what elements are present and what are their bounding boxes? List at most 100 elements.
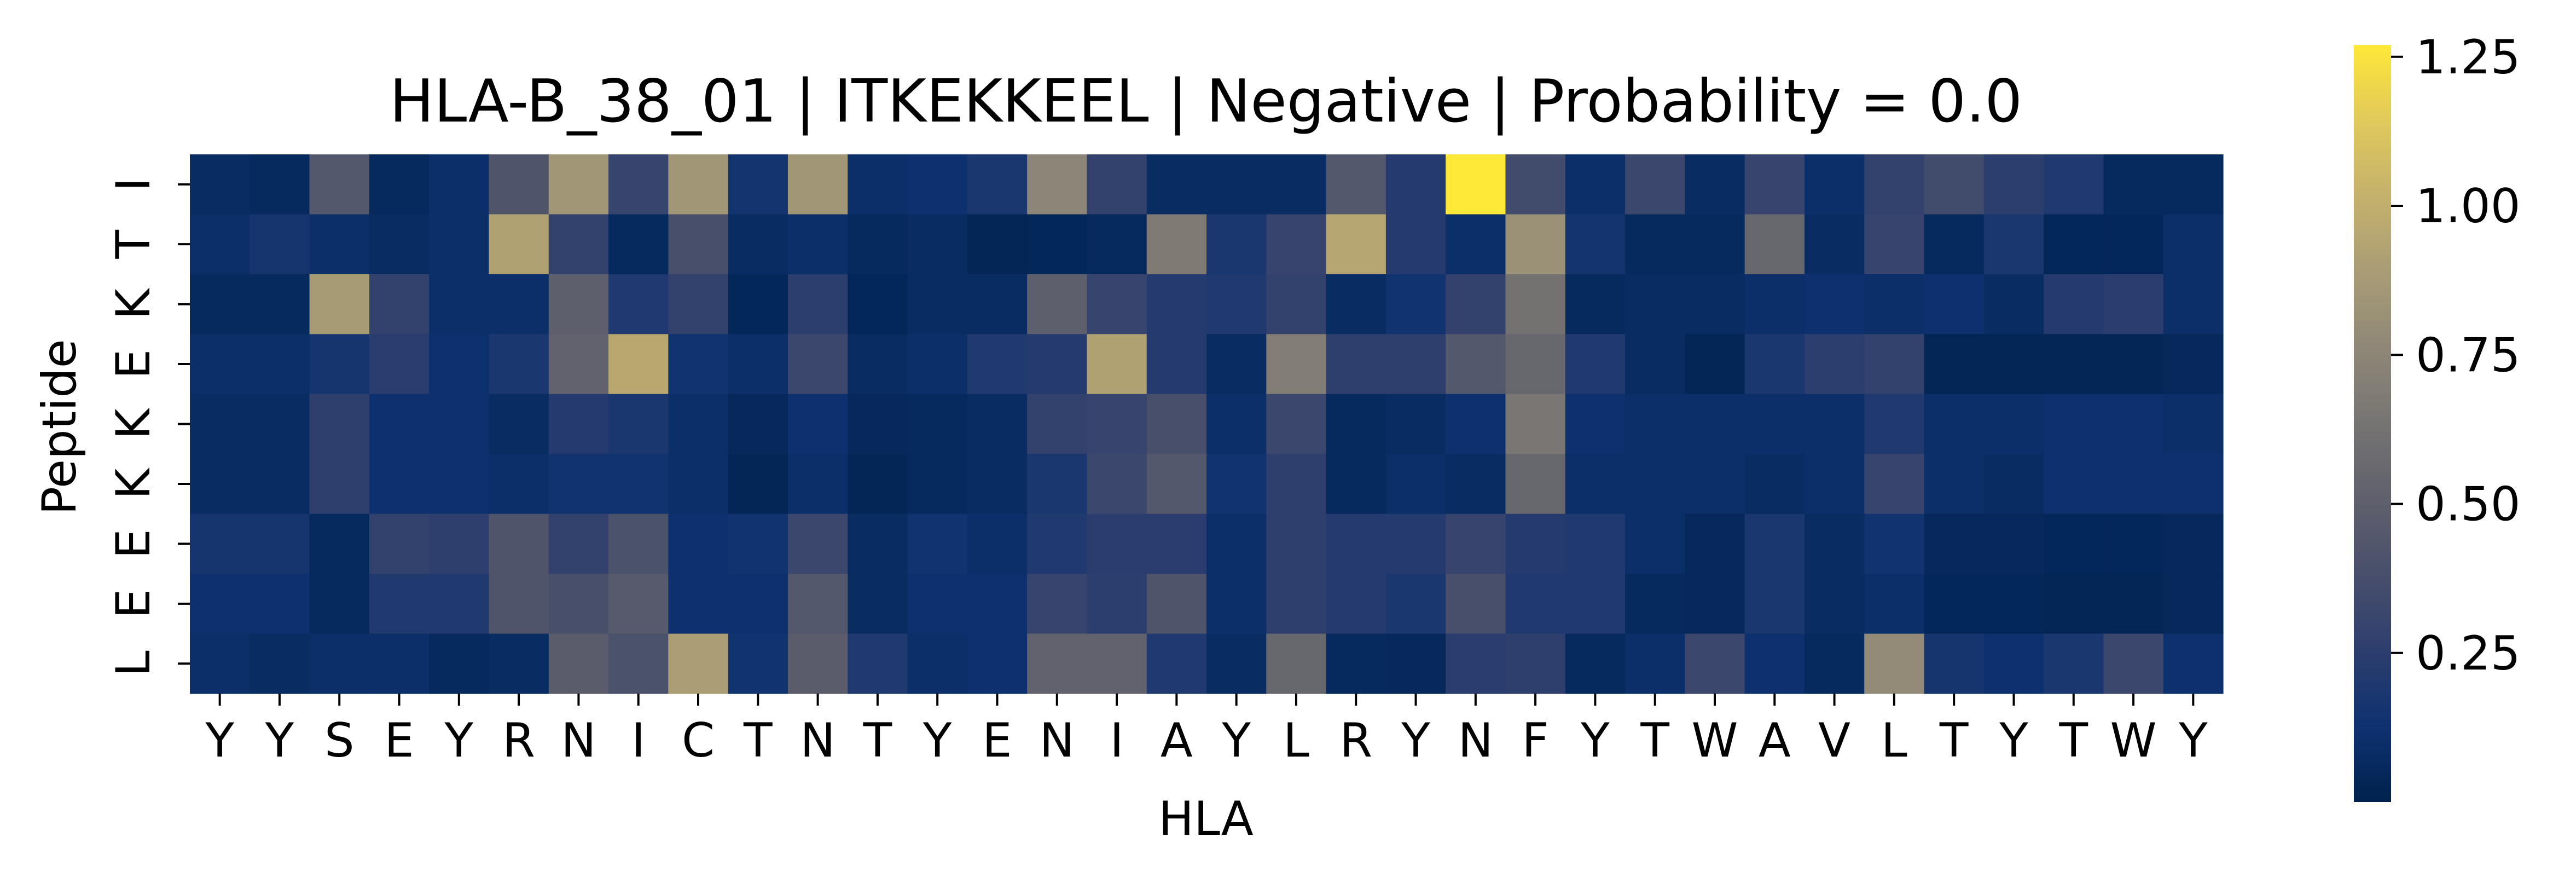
heatmap-cell [1446,154,1506,215]
heatmap-cell [1744,274,1805,334]
heatmap-cell [309,454,370,515]
heatmap-cell [1744,574,1805,634]
heatmap-cell [489,513,549,574]
x-tick-label: A [1161,713,1193,768]
heatmap-cell [190,334,250,395]
heatmap-cell [1326,513,1386,574]
x-tick-label: W [1691,713,1738,768]
heatmap-cell [1087,574,1147,634]
heatmap-cell [429,154,490,215]
heatmap-cell [1326,154,1386,215]
heatmap-cell [2103,334,2164,395]
y-tick-label: K [106,287,161,320]
heatmap-cell [1505,274,1566,334]
heatmap-cell [1266,214,1327,275]
heatmap-cell [1864,633,1925,694]
heatmap-cell [1565,274,1626,334]
heatmap-cell [2103,574,2164,634]
heatmap-cell [1087,454,1147,515]
heatmap-cell [668,214,729,275]
heatmap-cell [429,633,490,694]
heatmap-cell [967,214,1028,275]
heatmap-cell [548,214,609,275]
heatmap-cell [1983,154,2044,215]
y-tick-label: L [106,650,161,677]
heatmap-cell [1266,454,1327,515]
heatmap-cell [1565,394,1626,454]
heatmap-cell [250,633,310,694]
heatmap-cell [848,274,908,334]
heatmap-cell [1804,394,1865,454]
heatmap-cell [190,513,250,574]
heatmap-cell [1027,633,1088,694]
heatmap-cell [1146,154,1207,215]
heatmap-cell [1146,454,1207,515]
heatmap-cell [1983,274,2044,334]
heatmap-cell [787,633,848,694]
y-tick-label: K [106,407,161,440]
heatmap-cell [1983,214,2044,275]
heatmap-cell [2103,274,2164,334]
heatmap-cell [1864,274,1925,334]
heatmap-cell [1744,154,1805,215]
heatmap-cell [907,513,968,574]
heatmap-cell [250,513,310,574]
heatmap-cell [608,274,669,334]
heatmap-cell [2163,454,2224,515]
heatmap-cell [967,334,1028,395]
heatmap-cell [1864,574,1925,634]
x-tick-label: Y [923,713,952,768]
heatmap-cell [848,394,908,454]
heatmap-cell [787,454,848,515]
heatmap-cell [608,454,669,515]
heatmap-cell [1744,513,1805,574]
heatmap-cell [1206,334,1267,395]
heatmap-cell [369,394,430,454]
heatmap-cell [489,214,549,275]
heatmap-cell [2044,154,2104,215]
heatmap-cell [608,394,669,454]
heatmap-cell [668,633,729,694]
heatmap-cell [190,574,250,634]
heatmap-cell [608,214,669,275]
heatmap-cell [1385,454,1446,515]
heatmap-cell [787,574,848,634]
heatmap-cell [1625,454,1685,515]
heatmap-cell [2103,633,2164,694]
x-tick-label: I [631,713,645,768]
heatmap-cell [608,574,669,634]
heatmap-cell [1087,274,1147,334]
heatmap-cell [1446,394,1506,454]
heatmap-cell [250,154,310,215]
x-tick-label: A [1759,713,1791,768]
heatmap-cell [1864,394,1925,454]
heatmap-cell [1625,394,1685,454]
heatmap-cell [1266,513,1327,574]
heatmap-cell [548,633,609,694]
heatmap-cell [1505,513,1566,574]
heatmap-cell [1864,513,1925,574]
heatmap-cell [907,334,968,395]
heatmap-cell [1685,574,1745,634]
heatmap-cell [2103,394,2164,454]
heatmap-cell [1206,154,1267,215]
x-tick-label: L [1881,713,1907,768]
heatmap-cell [907,274,968,334]
heatmap-cell [967,513,1028,574]
heatmap-cell [369,633,430,694]
heatmap-cell [429,574,490,634]
heatmap-cell [1804,154,1865,215]
heatmap-cell [1087,513,1147,574]
heatmap-cell [1625,214,1685,275]
heatmap-cell [1326,274,1386,334]
heatmap-cell [1027,513,1088,574]
heatmap-cell [1206,513,1267,574]
heatmap-cell [1685,394,1745,454]
heatmap-cell [429,454,490,515]
heatmap-cell [1864,454,1925,515]
heatmap-cell [787,334,848,395]
y-axis-label: Peptide [32,339,87,515]
heatmap-cell [1804,574,1865,634]
heatmap-cell [1924,454,1985,515]
